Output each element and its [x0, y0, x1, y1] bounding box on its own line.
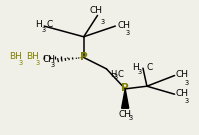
Text: 3: 3	[114, 74, 118, 80]
Text: H: H	[110, 70, 117, 79]
Text: 3: 3	[126, 30, 130, 36]
Text: P: P	[121, 83, 129, 93]
Text: CH: CH	[42, 55, 55, 64]
Text: C: C	[47, 20, 53, 29]
Text: 3: 3	[184, 80, 188, 86]
Text: CH: CH	[89, 6, 102, 15]
Text: 3: 3	[100, 19, 104, 25]
Text: CH: CH	[117, 21, 130, 30]
Text: 3: 3	[184, 98, 188, 104]
Text: CH: CH	[119, 110, 132, 119]
Text: CH: CH	[176, 89, 189, 98]
Text: 3: 3	[138, 69, 142, 75]
Polygon shape	[122, 89, 129, 108]
Text: BH: BH	[26, 52, 39, 61]
Text: H: H	[35, 20, 42, 29]
Text: P: P	[80, 52, 88, 62]
Text: 3: 3	[128, 115, 132, 121]
Text: CH: CH	[176, 70, 189, 79]
Text: C: C	[147, 63, 153, 72]
Text: H: H	[132, 63, 139, 72]
Text: BH: BH	[10, 52, 22, 61]
Text: 3: 3	[35, 60, 39, 66]
Text: 3: 3	[18, 60, 22, 66]
Text: C: C	[118, 70, 124, 79]
Text: 3: 3	[41, 27, 45, 33]
Text: 3: 3	[51, 62, 55, 68]
